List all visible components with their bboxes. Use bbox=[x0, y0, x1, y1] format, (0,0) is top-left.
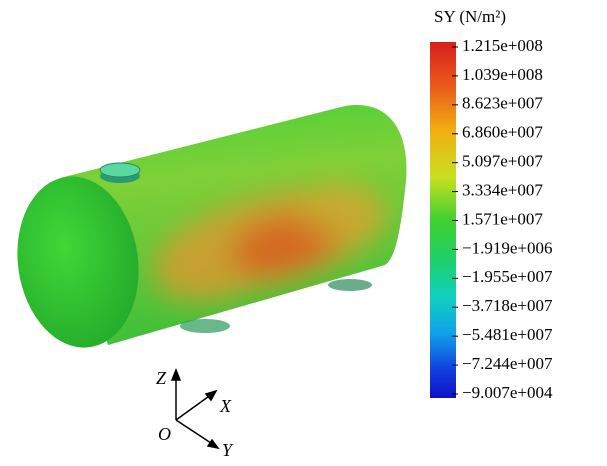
legend-label: −3.718e+007 bbox=[462, 296, 553, 315]
legend-label: 5.097e+007 bbox=[462, 152, 543, 171]
axis-label: Z bbox=[156, 368, 167, 388]
legend-label: 1.571e+007 bbox=[462, 209, 543, 228]
legend-label: −1.955e+007 bbox=[462, 267, 553, 286]
saddle bbox=[180, 319, 230, 333]
legend-label: 1.215e+008 bbox=[462, 36, 543, 55]
axis-label: Y bbox=[222, 440, 234, 460]
axis-label: O bbox=[158, 424, 171, 444]
legend-label: −5.481e+007 bbox=[462, 325, 553, 344]
legend-label: −7.244e+007 bbox=[462, 354, 553, 373]
legend-label: 3.334e+007 bbox=[462, 180, 543, 199]
stress-plot: SY (N/m²) 1.215e+008 1.039e+008 8.623e+007… bbox=[0, 0, 607, 461]
legend-label: −1.919e+006 bbox=[462, 238, 552, 257]
legend-labels: 1.215e+008 1.039e+008 8.623e+007 6.860e+007… bbox=[452, 36, 553, 402]
axis-triad bbox=[172, 370, 218, 448]
nozzle-top bbox=[100, 163, 140, 177]
tank bbox=[7, 105, 407, 355]
legend-label: −9.007e+004 bbox=[462, 383, 553, 402]
legend-title: SY (N/m²) bbox=[434, 7, 506, 26]
saddle bbox=[328, 279, 372, 291]
page: SY (N/m²) 1.215e+008 1.039e+008 8.623e+007… bbox=[0, 0, 607, 466]
legend-label: 8.623e+007 bbox=[462, 94, 543, 113]
axis-label: X bbox=[219, 396, 232, 416]
legend-label: 1.039e+008 bbox=[462, 65, 543, 84]
legend-label: 6.860e+007 bbox=[462, 123, 543, 142]
